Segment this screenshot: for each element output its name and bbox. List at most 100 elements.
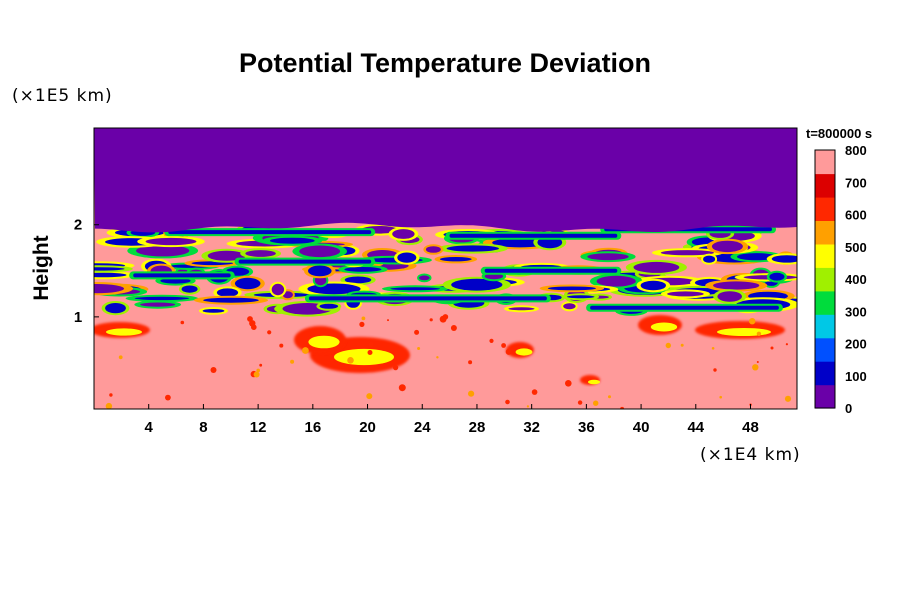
x-tick-label: 20 bbox=[359, 419, 376, 436]
heatmap-field bbox=[94, 128, 797, 409]
warm-speckle bbox=[531, 389, 538, 395]
eddy-core bbox=[140, 302, 176, 307]
warm-speckle bbox=[719, 395, 722, 399]
streak-core bbox=[238, 259, 372, 264]
warm-eddy-core bbox=[334, 348, 394, 366]
warm-speckle bbox=[267, 330, 272, 335]
eddy-core bbox=[181, 285, 198, 293]
y-axis-label: Height bbox=[30, 235, 53, 300]
x-tick-label: 8 bbox=[199, 419, 207, 436]
colorbar-swatch bbox=[815, 290, 835, 315]
x-tick-label: 16 bbox=[304, 419, 321, 436]
eddy-core bbox=[344, 267, 382, 272]
eddy-core bbox=[136, 245, 190, 257]
warm-speckle bbox=[279, 343, 284, 348]
eddy-core bbox=[640, 280, 666, 291]
warm-speckle bbox=[489, 338, 494, 343]
upper-cold-region bbox=[94, 128, 797, 233]
eddy-core bbox=[299, 245, 341, 258]
warm-speckle bbox=[368, 342, 374, 348]
warm-speckle bbox=[785, 343, 789, 346]
streak-core bbox=[308, 296, 547, 301]
streak-core bbox=[168, 230, 372, 235]
warm-speckle bbox=[253, 371, 260, 378]
eddy-core bbox=[713, 281, 760, 290]
eddy-core bbox=[216, 288, 239, 297]
warm-speckle bbox=[752, 364, 759, 371]
y-tick-label: 2 bbox=[74, 217, 82, 234]
eddy-core bbox=[771, 255, 797, 263]
eddy-core bbox=[134, 296, 190, 301]
warm-speckle bbox=[387, 319, 389, 322]
colorbar-tick-label: 500 bbox=[845, 240, 867, 255]
warm-speckle bbox=[756, 361, 759, 363]
eddy-core bbox=[319, 303, 339, 309]
eddy-core bbox=[566, 295, 595, 299]
x-tick-label: 44 bbox=[687, 419, 704, 436]
warm-speckle bbox=[620, 406, 625, 409]
warm-speckle bbox=[165, 394, 171, 401]
colorbar-tick-label: 300 bbox=[845, 304, 867, 319]
warm-speckle bbox=[526, 405, 530, 408]
warm-speckle bbox=[770, 346, 774, 350]
warm-speckle bbox=[256, 368, 261, 373]
eddy-core bbox=[245, 250, 276, 257]
warm-speckle bbox=[259, 363, 263, 367]
colorbar-tick-label: 800 bbox=[845, 143, 867, 158]
eddy-core bbox=[94, 284, 124, 294]
warm-speckle bbox=[210, 367, 217, 373]
colorbar-ticks: 0 100 200 300 400 500 600 700 800 bbox=[845, 143, 867, 416]
eddy-core bbox=[737, 253, 776, 261]
eddy-core bbox=[397, 252, 417, 263]
colorbar-swatch bbox=[815, 361, 835, 386]
eddy-core bbox=[207, 250, 246, 261]
warm-speckle bbox=[105, 402, 113, 409]
colorbar-swatch bbox=[815, 220, 835, 245]
x-tick-label: 28 bbox=[469, 419, 486, 436]
eddy-core bbox=[633, 261, 680, 273]
chart-title: Potential Temperature Deviation bbox=[239, 48, 651, 78]
eddy-core bbox=[563, 303, 576, 310]
warm-eddy-core bbox=[106, 328, 142, 336]
eddy-core bbox=[203, 297, 259, 303]
colorbar-swatch bbox=[815, 314, 835, 339]
warm-speckle bbox=[565, 380, 572, 387]
warm-speckle bbox=[414, 329, 420, 335]
eddy-core bbox=[711, 240, 743, 253]
streak-core bbox=[133, 273, 231, 278]
eddy-core bbox=[446, 245, 499, 252]
colorbar-frame bbox=[814, 149, 836, 409]
turbulent-band bbox=[94, 223, 797, 317]
eddy-core bbox=[717, 291, 742, 302]
time-stamp: t=800000 s bbox=[806, 126, 872, 141]
eddy-core bbox=[271, 283, 285, 296]
warm-speckle bbox=[118, 355, 123, 360]
eddy-core bbox=[202, 309, 225, 313]
warm-speckle bbox=[784, 395, 792, 402]
x-axis-ticks: 4 8 12 16 20 24 28 32 36 40 44 48 bbox=[145, 404, 759, 436]
eddy-core bbox=[418, 275, 430, 281]
lower-eddies bbox=[94, 314, 792, 409]
warm-eddy-core bbox=[515, 348, 533, 356]
x-tick-label: 12 bbox=[250, 419, 267, 436]
warm-eddy-core bbox=[308, 335, 340, 349]
eddy-core bbox=[392, 229, 415, 239]
streak-core bbox=[590, 305, 779, 310]
warm-speckle bbox=[429, 318, 433, 322]
warm-speckle bbox=[398, 384, 406, 392]
colorbar-swatch bbox=[815, 384, 835, 409]
eddy-core bbox=[547, 286, 597, 291]
x-tick-label: 36 bbox=[578, 419, 595, 436]
warm-eddy-core bbox=[717, 327, 771, 337]
eddy-core bbox=[660, 250, 715, 256]
colorbar-tick-label: 0 bbox=[845, 401, 852, 416]
x-tick-label: 4 bbox=[145, 419, 154, 436]
warm-speckle bbox=[577, 400, 583, 405]
eddy-core bbox=[667, 291, 704, 297]
y-tick-label: 1 bbox=[74, 309, 82, 326]
colorbar-swatch bbox=[815, 173, 835, 198]
warm-eddy-core bbox=[588, 379, 600, 385]
x-axis-unit: (×1E4 km) bbox=[700, 445, 801, 465]
warm-speckle bbox=[713, 368, 717, 372]
